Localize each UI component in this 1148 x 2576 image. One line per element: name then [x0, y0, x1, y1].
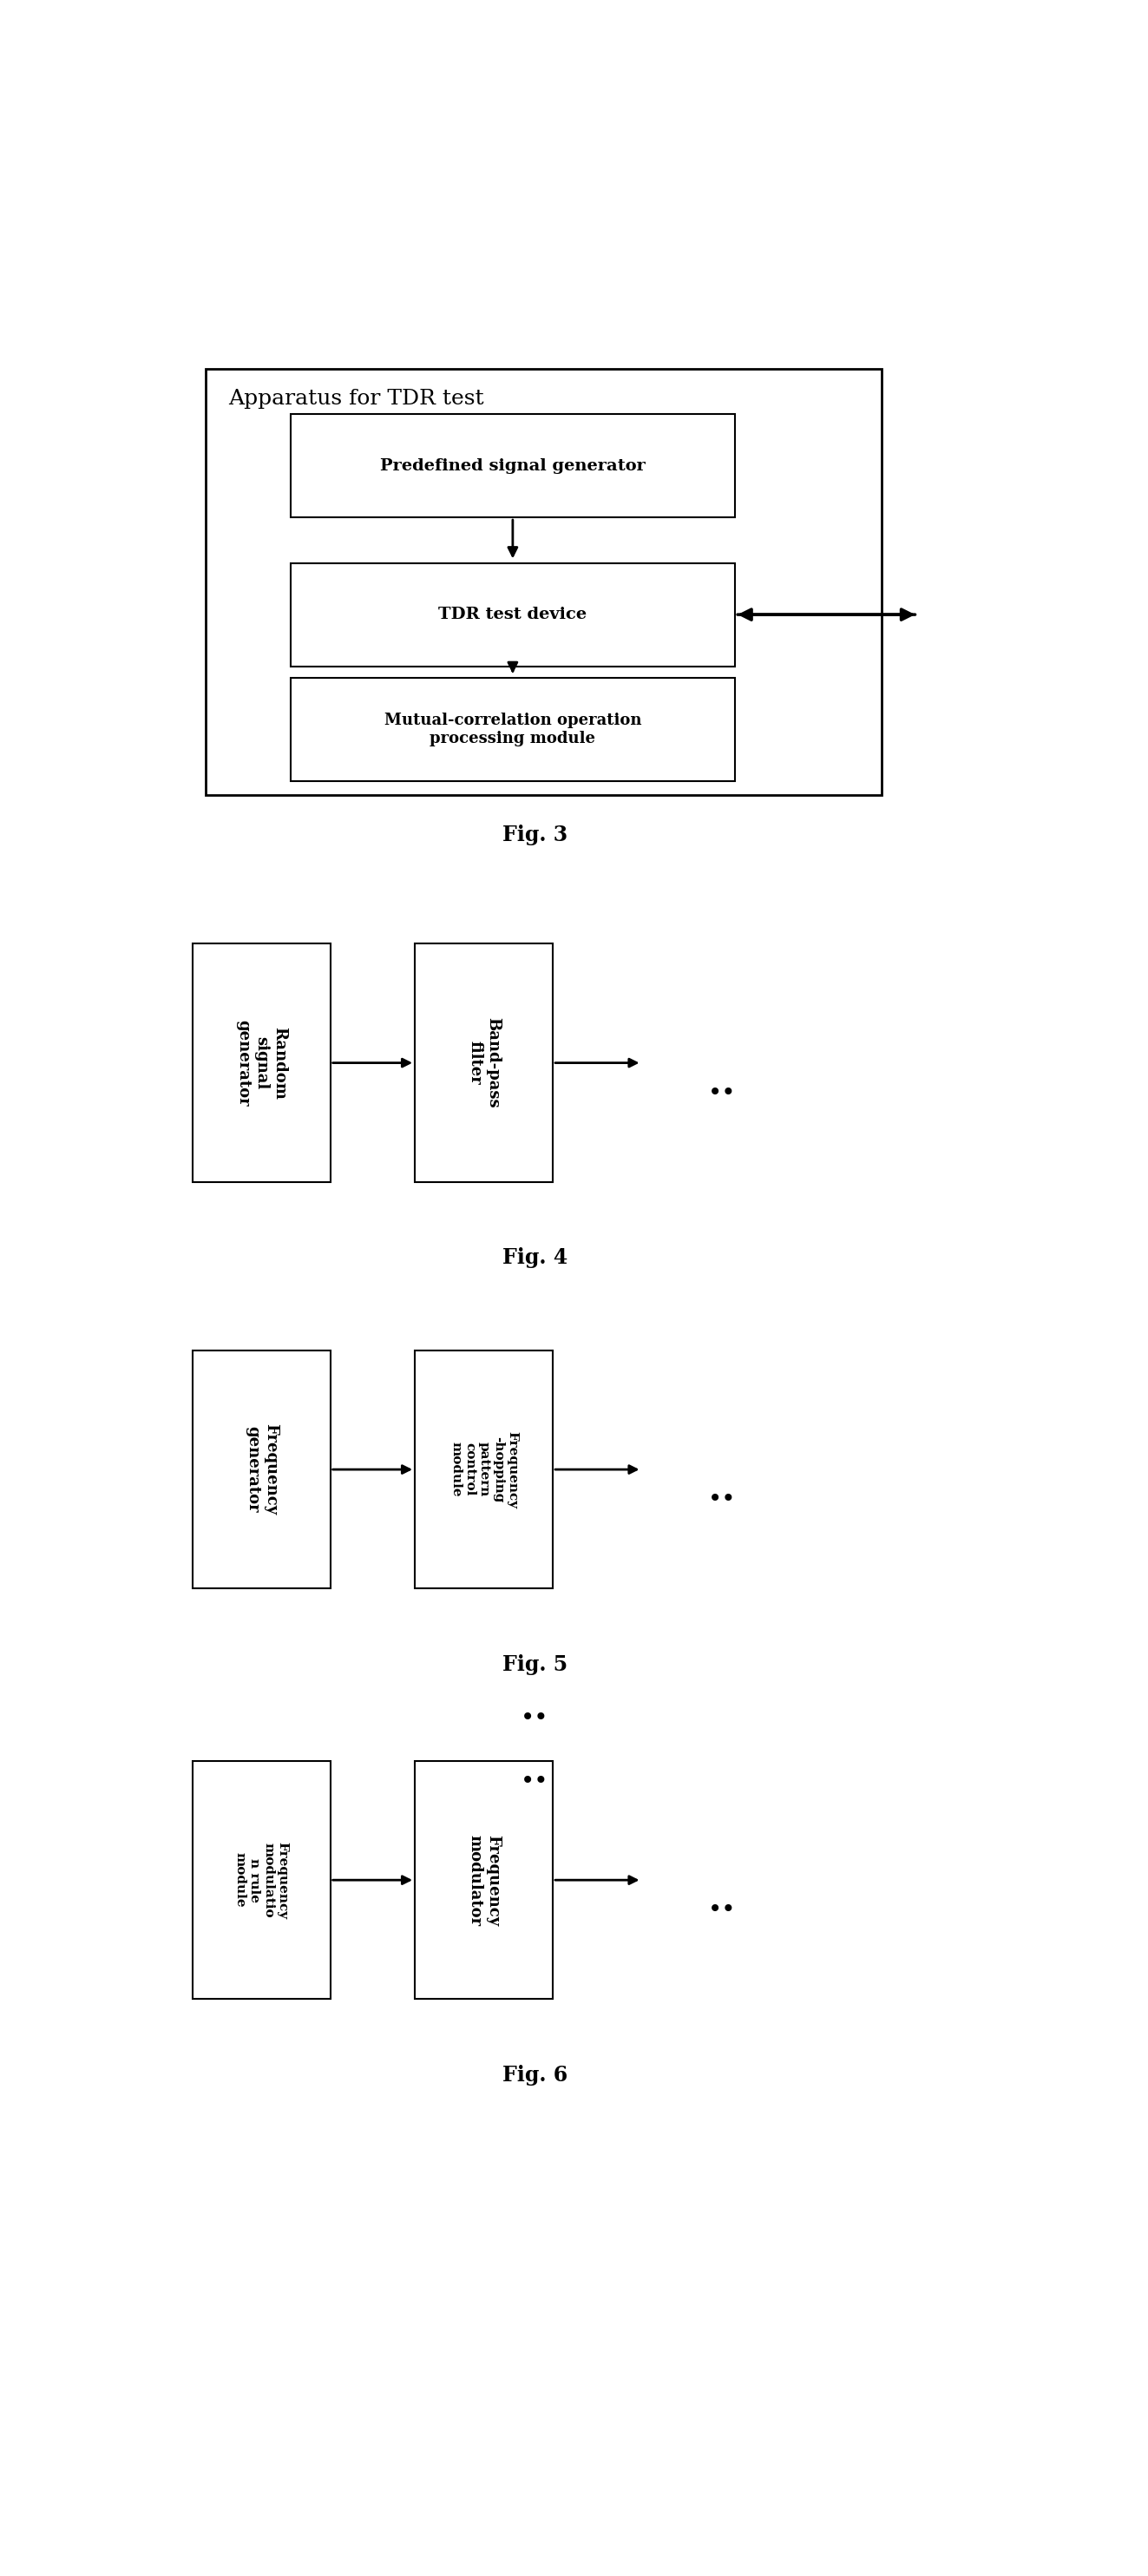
Bar	[193, 943, 331, 1182]
Text: ••: ••	[707, 1486, 736, 1512]
Text: ••: ••	[521, 1770, 549, 1793]
Text: Random
signal
generator: Random signal generator	[235, 1020, 287, 1105]
Text: Predefined signal generator: Predefined signal generator	[380, 459, 645, 474]
Bar	[193, 1762, 331, 1999]
Text: Fig. 3: Fig. 3	[503, 824, 567, 845]
Text: Frequency
modulatio
n rule
module: Frequency modulatio n rule module	[234, 1842, 288, 1919]
Text: ••: ••	[707, 1899, 736, 1922]
Bar	[290, 564, 735, 667]
Text: Fig. 5: Fig. 5	[503, 1654, 567, 1674]
Text: Fig. 4: Fig. 4	[503, 1247, 567, 1267]
Text: Band-pass
filter: Band-pass filter	[467, 1018, 501, 1108]
Text: Frequency
-hopping
pattern
control
module: Frequency -hopping pattern control modul…	[450, 1430, 518, 1507]
Text: TDR test device: TDR test device	[439, 608, 587, 623]
Text: ••: ••	[521, 1705, 549, 1728]
Text: Mutual-correlation operation
processing module: Mutual-correlation operation processing …	[385, 714, 642, 747]
Bar	[414, 943, 553, 1182]
Bar	[205, 368, 882, 796]
Bar	[414, 1762, 553, 1999]
Text: Apparatus for TDR test: Apparatus for TDR test	[228, 389, 483, 410]
Bar	[414, 1350, 553, 1589]
Bar	[290, 415, 735, 518]
Text: Fig. 6: Fig. 6	[503, 2063, 567, 2087]
Bar	[193, 1350, 331, 1589]
Text: Frequency
generator: Frequency generator	[245, 1425, 278, 1515]
Bar	[290, 677, 735, 781]
Text: ••: ••	[707, 1079, 736, 1105]
Text: Frequency
modulator: Frequency modulator	[467, 1834, 501, 1927]
